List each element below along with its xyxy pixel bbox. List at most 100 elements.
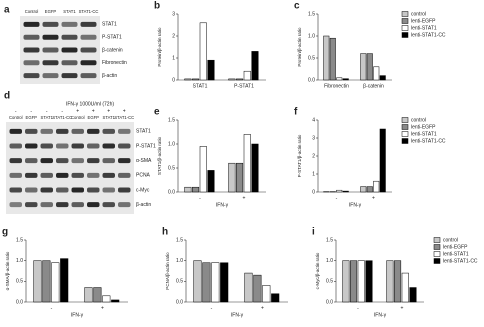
- bar: [220, 262, 229, 303]
- panel-letter: c: [294, 1, 300, 12]
- legend-swatch: [433, 251, 441, 257]
- y-tick-label: 0.5: [16, 279, 23, 285]
- bar: [323, 35, 330, 81]
- treatment-label: -: [46, 108, 48, 114]
- y-tick-label: 0.0: [168, 189, 175, 195]
- bar: [93, 287, 102, 303]
- lane-label: STAT1-CC: [114, 115, 134, 120]
- y-axis-label: PCNA/β-actin ratio: [165, 252, 170, 290]
- blot-band: [87, 143, 100, 149]
- row-label: α-SMA: [136, 158, 152, 164]
- blot-band: [80, 34, 97, 40]
- bar: [360, 53, 367, 81]
- lane-label: STAT1: [103, 115, 116, 120]
- legend-label: lenti-EGFP: [411, 18, 436, 24]
- lane-label: Control: [9, 115, 23, 120]
- legend-swatch: [401, 117, 409, 123]
- bar: [102, 295, 111, 303]
- row-label: P-STAT1: [102, 35, 122, 41]
- blot-band: [9, 172, 22, 178]
- blot-band: [118, 128, 131, 134]
- blot-band: [71, 172, 84, 178]
- bar: [202, 262, 211, 303]
- bar: [184, 186, 192, 193]
- x-tick-label: +: [243, 195, 246, 201]
- blot-band: [23, 21, 40, 27]
- blot-band: [61, 34, 78, 40]
- y-tick-label: 0.0: [176, 299, 183, 305]
- y-tick-label: 1: [172, 55, 175, 61]
- x-tick-label: β-catenin: [363, 83, 384, 89]
- y-axis-label: c-Myc/β-actin ratio: [315, 252, 320, 289]
- y-tick-label: 0.0: [326, 299, 333, 305]
- blot-band: [25, 187, 38, 193]
- lane-label: Control: [71, 115, 85, 120]
- y-tick-label: 3: [312, 135, 315, 141]
- y-tick-label: 0.5: [326, 279, 333, 285]
- blot-band: [56, 202, 69, 208]
- bar: [211, 262, 220, 303]
- x-tick-label: -: [51, 305, 53, 311]
- blot-band: [61, 47, 78, 53]
- treatment-label: +: [76, 108, 79, 114]
- bar: [199, 22, 207, 81]
- y-tick-label: 2: [172, 33, 175, 39]
- y-tick-label: 1.5: [16, 237, 23, 243]
- bar: [236, 162, 244, 193]
- bar: [42, 260, 51, 303]
- y-tick-label: 4: [312, 117, 315, 123]
- legend-swatch: [401, 32, 409, 38]
- panel-letter: f: [294, 107, 298, 118]
- lane-label: EGFP: [88, 115, 100, 120]
- blot-band: [25, 143, 38, 149]
- y-tick-label: 2: [312, 153, 315, 159]
- legend-label: lenti-STAT1-CC: [443, 258, 478, 264]
- bar: [379, 75, 386, 81]
- treatment-label: -: [30, 108, 32, 114]
- bar: [271, 293, 280, 303]
- x-axis-label: IFN-γ: [231, 312, 244, 318]
- panel-letter: i: [312, 227, 315, 238]
- row-label: STAT1: [136, 129, 151, 135]
- x-axis-label: IFN-γ: [374, 312, 387, 318]
- bar: [251, 143, 259, 193]
- x-tick-label: P-STAT1: [234, 83, 254, 89]
- blot-band: [87, 158, 100, 164]
- bar: [33, 260, 42, 303]
- blot-band: [23, 47, 40, 53]
- bar: [342, 78, 349, 81]
- legend-swatch: [401, 131, 409, 137]
- blot-band: [87, 172, 100, 178]
- legend-swatch: [401, 138, 409, 144]
- y-tick-label: 1.5: [326, 237, 333, 243]
- blot-band: [40, 202, 53, 208]
- bar: [228, 162, 236, 193]
- treatment-label: -: [15, 108, 17, 114]
- bar: [373, 66, 380, 81]
- legend-swatch: [401, 18, 409, 24]
- bar: [193, 260, 202, 303]
- legend-swatch: [433, 244, 441, 250]
- y-tick-label: 0.0: [308, 77, 315, 83]
- bar: [366, 53, 373, 81]
- bar: [84, 287, 93, 303]
- legend-swatch: [401, 11, 409, 17]
- blot-band: [23, 73, 40, 79]
- blot-band: [61, 73, 78, 79]
- lane-label: EGFP: [26, 115, 38, 120]
- blot-band: [9, 128, 22, 134]
- legend-label: lenti-STAT1: [411, 25, 437, 31]
- bar: [243, 70, 251, 81]
- blot-band: [42, 73, 59, 79]
- panel-letter: h: [162, 227, 168, 238]
- blot-band: [118, 187, 131, 193]
- row-label: P-STAT1: [136, 143, 156, 149]
- x-axis-label: IFN-γ: [71, 312, 84, 318]
- y-tick-label: 0.0: [16, 299, 23, 305]
- legend-label: lenti-STAT1-CC: [411, 32, 446, 38]
- bar: [409, 287, 417, 303]
- blot-band: [56, 187, 69, 193]
- row-label: PCNA: [136, 173, 151, 179]
- blot-band: [9, 187, 22, 193]
